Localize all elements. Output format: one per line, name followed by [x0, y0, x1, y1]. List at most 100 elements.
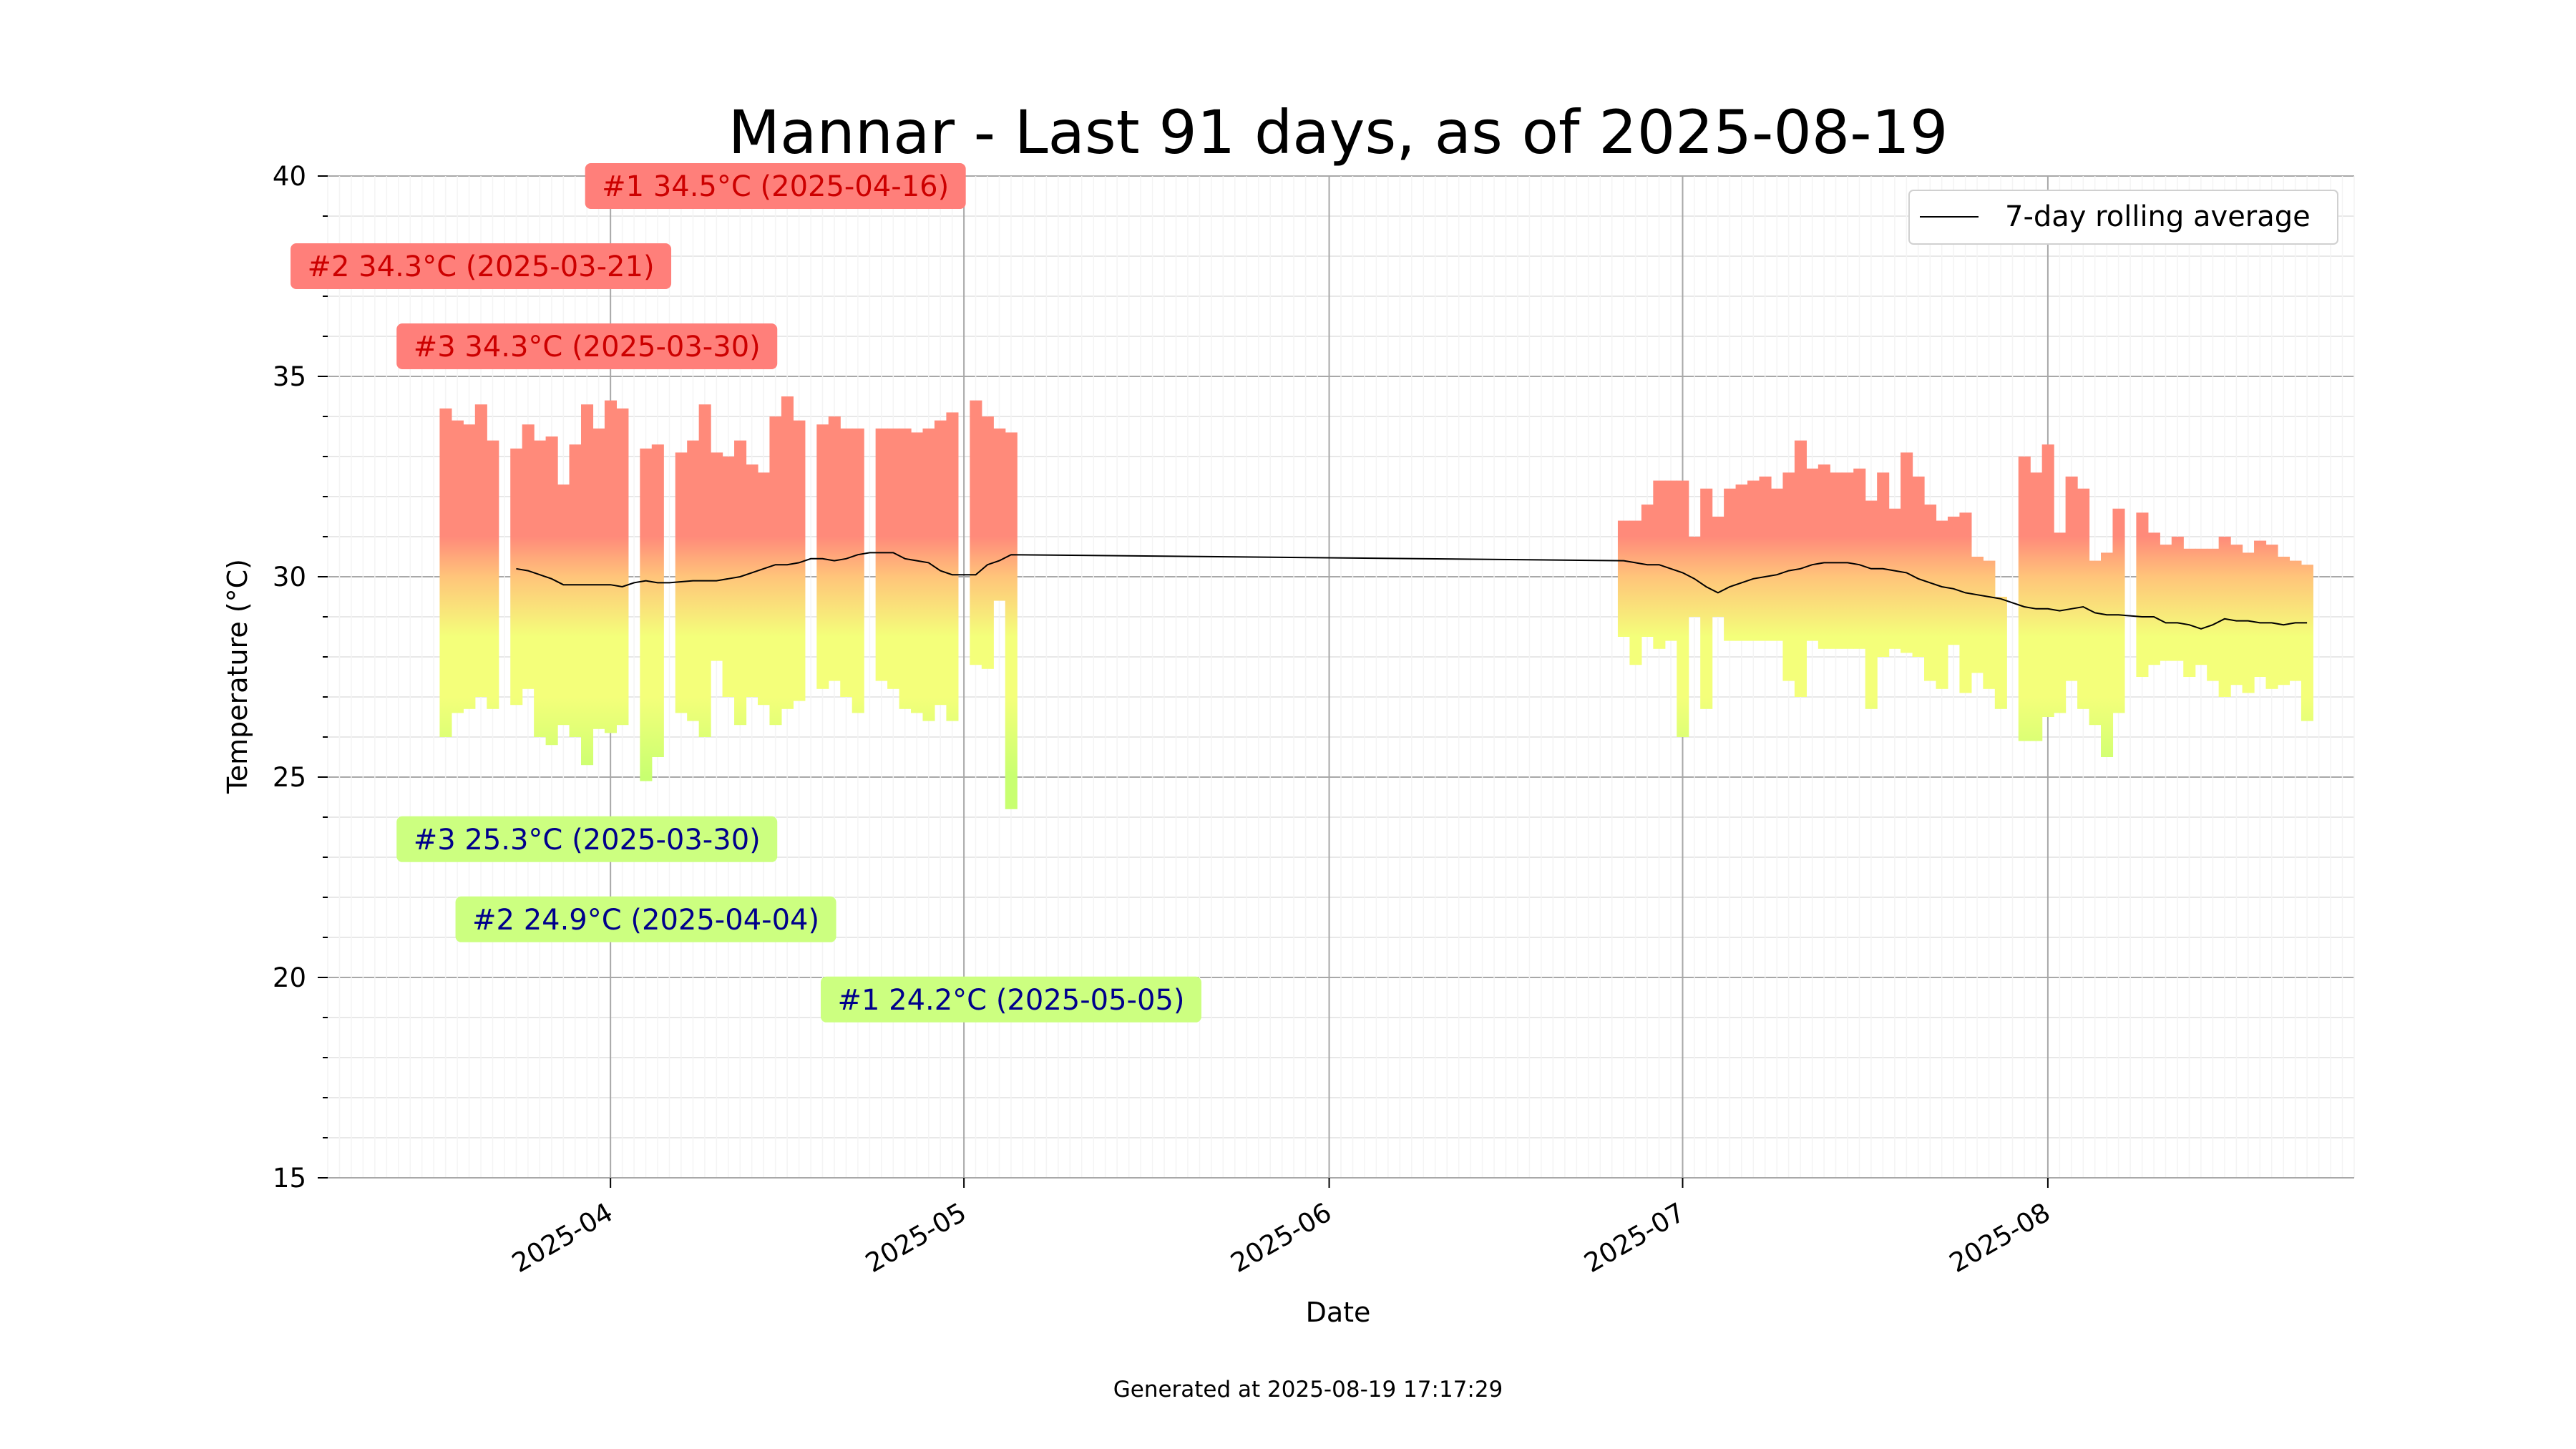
temperature-bar: [2301, 565, 2313, 721]
temperature-bar: [640, 448, 653, 781]
min-temperature-label: #1 24.2°C (2025-05-05): [820, 976, 1201, 1023]
temperature-bar: [1830, 472, 1843, 649]
temperature-bar: [899, 428, 912, 709]
temperature-bar: [569, 444, 582, 737]
temperature-bar: [1629, 520, 1642, 665]
annotation-text: #1 34.5°C (2025-04-16): [602, 170, 949, 203]
temperature-bar: [1782, 472, 1795, 681]
max-temperature-label: #3 34.3°C (2025-03-30): [396, 323, 778, 369]
annotation-box: [455, 896, 836, 942]
temperature-bar: [698, 404, 711, 737]
temperature-bar: [1759, 477, 1772, 641]
y-tick-label: 35: [273, 361, 306, 392]
temperature-bar: [1641, 504, 1654, 637]
temperature-bar: [1664, 480, 1677, 641]
x-tick-label: 2025-07: [1579, 1197, 1690, 1279]
temperature-bar: [1901, 452, 1913, 653]
temperature-bar: [1005, 432, 1018, 809]
temperature-bar: [1770, 488, 1784, 641]
temperature-bar: [746, 464, 758, 697]
y-axis-title: Temperature (°C): [222, 559, 253, 794]
temperature-bar: [1735, 484, 1748, 641]
annotation-box: [820, 976, 1201, 1023]
temperature-bar: [2136, 512, 2149, 677]
temperature-bar: [781, 396, 794, 709]
temperature-bar: [1677, 480, 1689, 737]
x-tick-label: 2025-06: [1226, 1197, 1337, 1279]
temperature-bar: [2112, 508, 2125, 713]
temperature-bar: [1865, 500, 1878, 709]
temperature-bar: [2195, 548, 2207, 665]
temperature-bar: [2207, 548, 2220, 681]
legend: 7-day rolling average: [1908, 190, 2338, 245]
y-tick-label: 20: [273, 962, 306, 993]
temperature-bar: [510, 448, 523, 706]
generated-timestamp: Generated at 2025-08-19 17:17:29: [1113, 1377, 1503, 1402]
y-tick-label: 30: [273, 562, 306, 592]
x-tick-label: 2025-04: [507, 1197, 618, 1279]
rolling-average-line: [516, 552, 2308, 630]
temperature-bar: [2018, 457, 2031, 741]
temperature-bar: [1971, 557, 1984, 673]
legend-box: [1908, 190, 2338, 245]
temperature-bar: [1806, 468, 1819, 641]
temperature-bar: [2030, 472, 2043, 741]
temperature-bar: [2242, 552, 2255, 693]
temperature-bar: [2230, 545, 2243, 686]
temperature-bar: [2101, 552, 2114, 757]
temperature-bar: [1983, 560, 1996, 689]
temperature-bar: [522, 424, 535, 689]
temperature-bar: [557, 484, 570, 726]
temperature-bar: [474, 404, 487, 697]
temperature-bar: [1959, 512, 1972, 693]
temperature-bar: [946, 412, 959, 721]
temperature-bar: [922, 428, 935, 721]
temperature-bar: [2277, 557, 2290, 686]
annotation-text: #2 24.9°C (2025-04-04): [472, 904, 819, 937]
chart-title: Mannar - Last 91 days, as of 2025-08-19: [728, 97, 1948, 167]
annotation-box: [396, 816, 778, 862]
temperature-bar: [2289, 560, 2302, 681]
x-tick-label: 2025-08: [1944, 1197, 2055, 1279]
temperature-bar: [534, 440, 547, 737]
temperature-bar: [451, 420, 464, 713]
temperature-bar: [1853, 468, 1866, 649]
annotation-text: #1 24.2°C (2025-05-05): [837, 984, 1184, 1017]
temperature-bar: [1947, 517, 1961, 645]
max-temperature-label: #1 34.5°C (2025-04-16): [585, 163, 966, 209]
temperature-bar: [1936, 520, 1948, 689]
temperature-bar: [651, 444, 664, 757]
temperature-bar: [970, 400, 982, 665]
temperature-bar: [1712, 517, 1724, 617]
temperature-bar: [887, 428, 900, 689]
temperature-bar: [545, 436, 558, 746]
x-tick-label: 2025-05: [860, 1197, 971, 1279]
temperature-bar: [604, 400, 617, 733]
max-temperature-label: #2 34.3°C (2025-03-21): [291, 243, 672, 289]
rolling-average-series: [516, 552, 2308, 630]
temperature-bar: [1877, 472, 1890, 657]
extreme-annotations: #1 34.5°C (2025-04-16) #2 34.3°C (2025-03…: [291, 163, 1201, 1023]
temperature-bar: [1688, 537, 1701, 617]
temperature-bar: [734, 440, 747, 726]
temperature-bar: [816, 424, 829, 689]
temperature-bar: [2218, 537, 2231, 697]
temperature-bar: [1841, 472, 1854, 649]
temperature-bar: [852, 428, 864, 713]
temperature-bar: [592, 428, 605, 729]
annotation-text: #3 34.3°C (2025-03-30): [414, 331, 761, 364]
temperature-bar: [2254, 540, 2267, 677]
temperature-bar: [2160, 545, 2172, 661]
temperature-bar: [1724, 488, 1737, 641]
temperature-bar: [769, 416, 782, 726]
temperature-bar: [1924, 504, 1937, 681]
min-temperature-label: #2 24.9°C (2025-04-04): [455, 896, 836, 942]
temperature-bar: [711, 452, 723, 661]
temperature-bar: [875, 428, 888, 681]
temperature-bar: [1747, 480, 1760, 641]
y-tick-label: 25: [273, 762, 306, 793]
temperature-bar: [2183, 548, 2196, 677]
temperature-bar: [616, 408, 629, 726]
temperature-bar: [1888, 508, 1901, 649]
